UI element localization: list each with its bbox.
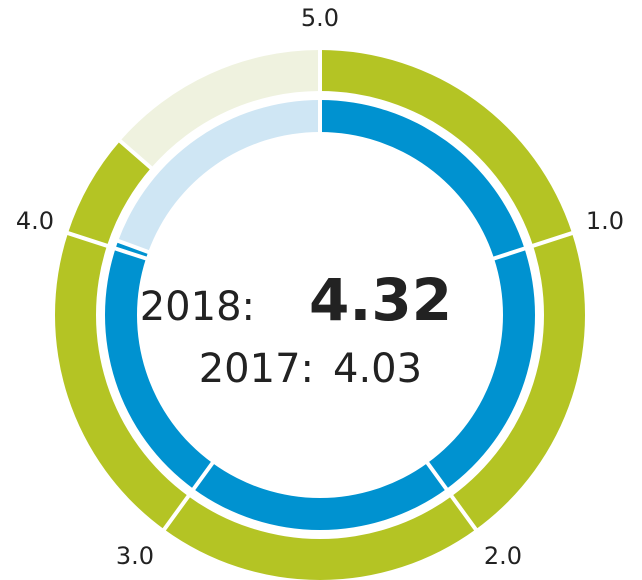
- inner-ring-2017: [105, 97, 535, 531]
- outer-ring-segment-4: [55, 233, 189, 530]
- center-primary-value: 4.32: [309, 266, 452, 334]
- tick-label: 5.0: [301, 4, 339, 32]
- tick-label: 2.0: [484, 542, 522, 570]
- inner-ring-divider: [190, 459, 216, 493]
- outer-ring-segment-2: [451, 233, 585, 530]
- outer-ring-divider: [64, 230, 111, 249]
- center-secondary-value: 4.03: [333, 346, 422, 392]
- outer-ring-divider: [448, 492, 480, 533]
- inner-ring-track: [118, 100, 320, 252]
- outer-ring-divider: [529, 230, 576, 249]
- outer-ring-divider: [160, 492, 192, 533]
- center-readout: 2018: 4.32 2017: 4.03: [140, 266, 452, 392]
- inner-ring-divider: [490, 245, 528, 262]
- outer-ring-value-marker: [116, 137, 155, 172]
- outer-ring-2018: [55, 47, 585, 580]
- outer-ring-segment-3: [164, 496, 476, 580]
- inner-ring-segment-1: [320, 100, 525, 259]
- inner-ring-value-marker: [114, 237, 152, 255]
- inner-ring-divider: [424, 459, 450, 493]
- inner-ring-divider: [112, 245, 150, 262]
- inner-ring-segment-3: [193, 463, 447, 531]
- outer-ring-segment-5: [67, 141, 152, 246]
- center-secondary-label: 2017:: [199, 346, 314, 392]
- outer-ring-track: [120, 50, 320, 168]
- scale-tick-labels: 1.0 2.0 3.0 4.0 5.0: [16, 4, 624, 570]
- inner-ring-segment-2: [427, 248, 535, 489]
- inner-ring-segment-4: [105, 248, 213, 489]
- tick-label: 4.0: [16, 207, 54, 235]
- center-primary-label: 2018:: [140, 284, 255, 330]
- tick-label: 3.0: [116, 542, 154, 570]
- inner-ring-segment-5: [115, 240, 149, 259]
- tick-label: 1.0: [586, 207, 624, 235]
- outer-ring-segment-1: [320, 50, 573, 246]
